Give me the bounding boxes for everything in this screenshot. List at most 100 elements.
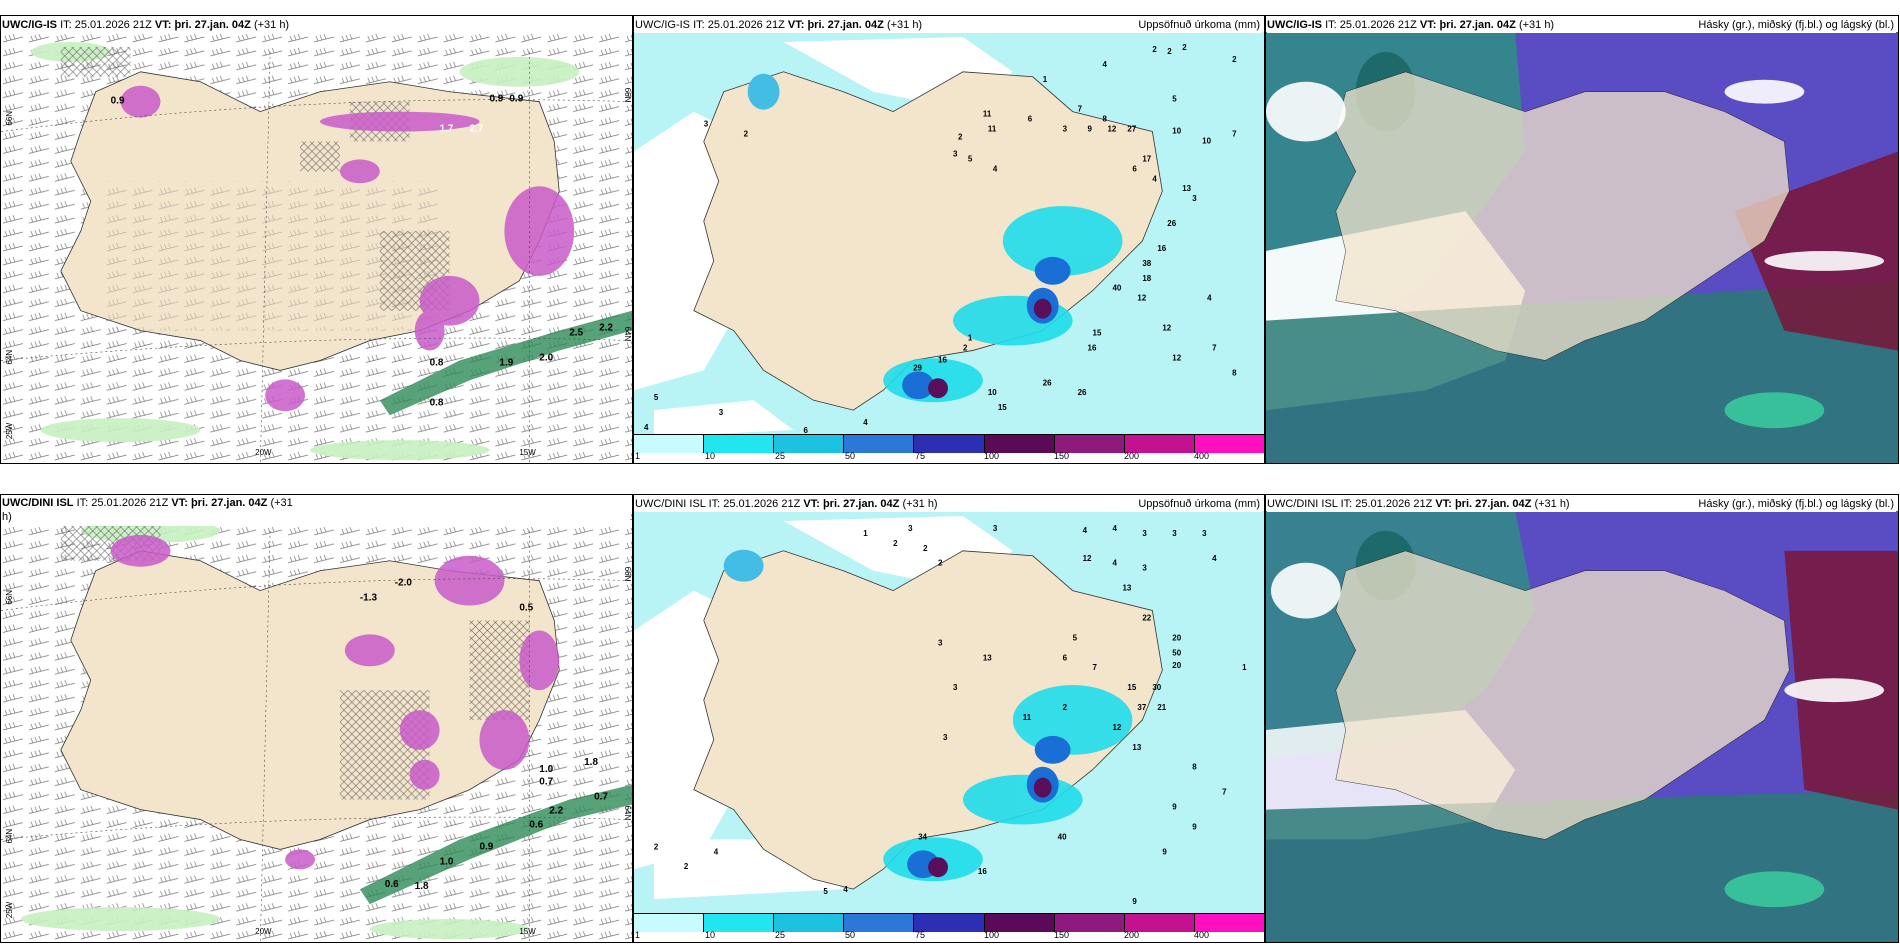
value-label: 1.7 <box>440 124 454 135</box>
colorbar-tick: 150 <box>1054 451 1070 461</box>
value-label: 1.9 <box>499 357 513 368</box>
precip-value: 12 <box>1172 353 1181 362</box>
precip-value: 4 <box>1083 526 1088 535</box>
precip-value: 1 <box>1242 663 1247 672</box>
colorbar-box <box>1194 435 1264 453</box>
precip-value: 2 <box>744 129 749 138</box>
it-value: 25.01.2026 21Z <box>1355 498 1433 510</box>
precip-value: 8 <box>1192 763 1197 772</box>
precip-value: 4 <box>1152 174 1157 183</box>
value-label: -1.3 <box>360 593 378 604</box>
colorbar-tick: 50 <box>845 451 856 461</box>
value-label: 0.8 <box>430 357 444 368</box>
colorbar-box <box>704 435 775 453</box>
model-name: UWC/IG-IS <box>635 19 690 31</box>
panel-title: Uppsöfnuð úrkoma (mm) <box>1138 19 1260 31</box>
precip-value: 10 <box>1202 136 1211 145</box>
vt-label: VT: <box>1419 19 1437 31</box>
precip-value: 5 <box>654 393 659 402</box>
value-label: 2.2 <box>599 323 613 334</box>
precip-value: 6 <box>1063 653 1068 662</box>
it-value: 25.01.2026 21Z <box>723 498 801 510</box>
value-label: 0.9 <box>479 841 493 852</box>
value-label: 1.0 <box>440 856 454 867</box>
model-name: UWC/IG-IS <box>2 19 57 31</box>
precip-value: 2 <box>1167 47 1172 56</box>
precip-value: 9 <box>1132 897 1137 906</box>
map-clouds <box>1266 32 1898 463</box>
value-label: 2.5 <box>569 328 583 339</box>
panel-header: UWC/DINI ISL IT: 25.01.2026 21Z VT: þri.… <box>2 496 630 526</box>
precip-value: 2 <box>938 559 943 568</box>
precip-value: 9 <box>1192 822 1197 831</box>
lon-label-15w: 15W <box>519 927 536 936</box>
vt-label: VT: <box>803 498 820 510</box>
precip-value: 16 <box>938 355 947 364</box>
precip-value: 3 <box>1172 529 1177 538</box>
precip-value: 2 <box>958 132 963 141</box>
precip-value: 6 <box>1132 164 1137 173</box>
colorbar-box <box>914 435 985 453</box>
precip-value: 9 <box>1088 125 1093 134</box>
precip-value: 9 <box>1172 803 1177 812</box>
precip-value: 7 <box>1093 663 1098 672</box>
value-label: 2.0 <box>539 352 553 363</box>
panel-header: UWC/IG-IS IT: 25.01.2026 21Z VT: þri. 27… <box>1267 17 1896 33</box>
model-name: UWC/IG-IS <box>1267 19 1322 31</box>
lead-time-cont: h) <box>2 511 12 523</box>
vt-label: VT: <box>787 19 805 31</box>
precip-value: 12 <box>1162 324 1171 333</box>
panel-header: UWC/IG-IS IT: 25.01.2026 21Z VT: þri. 27… <box>635 17 1262 33</box>
precip-value: 3 <box>1192 194 1197 203</box>
value-label: 2.2 <box>549 806 563 817</box>
right-lat-label: 64N <box>623 327 632 342</box>
value-label: 0.6 <box>529 820 543 831</box>
precip-value: 50 <box>1172 648 1181 657</box>
colorbar <box>634 913 1264 932</box>
colorbar-box <box>1124 435 1195 453</box>
colorbar <box>634 434 1264 453</box>
vt-value: þri. 27.jan. 04Z <box>1454 498 1532 510</box>
colorbar-tick: 50 <box>845 930 856 940</box>
colorbar-box <box>914 914 985 932</box>
map-precipitation: 1 2 2 3 2 3 4 4 3 3 3 12 4 3 4 13 22 20 … <box>634 511 1264 916</box>
value-label: 0.8 <box>430 397 444 408</box>
precip-value: 3 <box>938 638 943 647</box>
contour-values: 0.9 0.9 0.9 1.7 2.7 2.5 2.2 2.0 0.8 0.8 … <box>111 94 614 409</box>
precip-value: 8 <box>1103 115 1108 124</box>
precip-value: 2 <box>893 539 898 548</box>
it-label: IT: <box>1340 498 1353 510</box>
precip-value: 1 <box>1043 75 1048 84</box>
precip-value: 2 <box>654 842 659 851</box>
precip-value: 4 <box>1112 524 1117 533</box>
precip-value: 1 <box>968 333 973 342</box>
precip-value: 34 <box>918 832 927 841</box>
map-wind-temp: 0.5 -2.0 -1.3 0.7 1.0 1.8 0.7 0.6 0.9 1.… <box>1 511 632 942</box>
colorbar-ticks: 1 10 25 50 75 100 150 200 400 <box>634 930 1264 942</box>
panel-top-right: UWC/IG-IS IT: 25.01.2026 21Z VT: þri. 27… <box>1265 15 1899 464</box>
vt-value: þri. 27.jan. 04Z <box>807 19 884 31</box>
precip-value: 6 <box>1028 115 1033 124</box>
precip-value: 2 <box>1182 43 1187 52</box>
iceland-land <box>1335 550 1790 840</box>
it-label: IT: <box>60 19 72 31</box>
precip-value: 16 <box>978 867 987 876</box>
precip-value: 3 <box>908 524 913 533</box>
precip-value: 5 <box>968 154 973 163</box>
lat-label-25w: 25W <box>5 422 14 439</box>
precip-value: 13 <box>983 653 992 662</box>
precip-value: 13 <box>1132 743 1141 752</box>
precip-value: 40 <box>1058 832 1067 841</box>
colorbar-tick: 75 <box>915 930 926 940</box>
precip-value: 1 <box>863 529 868 538</box>
colorbar-ticks: 1 10 25 50 75 100 150 200 400 <box>634 451 1264 463</box>
value-label: 0.7 <box>594 792 608 803</box>
colorbar-tick: 1 <box>635 451 641 461</box>
precip-value: 3 <box>719 408 724 417</box>
precip-value: 15 <box>998 403 1007 412</box>
colorbar-box <box>774 435 845 453</box>
map-clouds <box>1266 511 1898 942</box>
precip-value: 2 <box>1152 45 1157 54</box>
precip-value: 26 <box>1167 219 1176 228</box>
panel-header: UWC/DINI ISL IT: 25.01.2026 21Z VT: þri.… <box>1267 496 1896 512</box>
